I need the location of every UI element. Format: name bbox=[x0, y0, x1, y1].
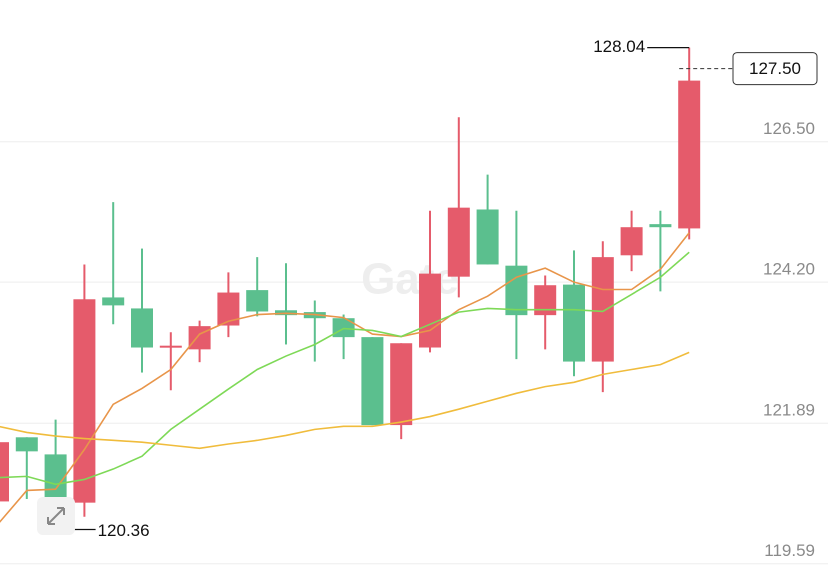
candle-body bbox=[217, 292, 240, 326]
candle-body bbox=[534, 285, 557, 316]
y-tick-label: 121.89 bbox=[763, 401, 815, 420]
candle-body bbox=[332, 318, 355, 338]
y-tick-label: 119.59 bbox=[764, 541, 815, 560]
moving-average bbox=[0, 232, 690, 523]
expand-icon[interactable] bbox=[47, 507, 65, 525]
candle-body bbox=[505, 265, 528, 316]
candle-body bbox=[419, 273, 441, 348]
candle-body bbox=[649, 224, 672, 228]
candle-body bbox=[563, 284, 585, 362]
candle-body bbox=[620, 227, 643, 256]
y-tick-label: 124.20 bbox=[763, 260, 815, 279]
last-price-box bbox=[732, 52, 818, 86]
high-label: 128.04 bbox=[593, 37, 645, 56]
moving-average bbox=[0, 351, 690, 450]
candle-body bbox=[159, 345, 182, 348]
low-label: 120.36 bbox=[98, 521, 150, 540]
candle-body bbox=[188, 326, 211, 350]
candle-body bbox=[361, 337, 384, 426]
candle-body bbox=[102, 297, 125, 306]
candle-body bbox=[131, 308, 153, 348]
watermark: Gate bbox=[361, 255, 459, 304]
last-price-label: 127.50 bbox=[749, 59, 801, 78]
candle-body bbox=[73, 299, 96, 503]
candle-body bbox=[447, 207, 470, 277]
candle-body bbox=[476, 209, 499, 265]
candle-body bbox=[678, 80, 701, 229]
candle-body bbox=[591, 257, 614, 362]
candle-body bbox=[390, 343, 413, 426]
candle-body bbox=[246, 290, 269, 312]
y-tick-label: 126.50 bbox=[763, 119, 815, 138]
expand-button[interactable] bbox=[37, 497, 75, 535]
candle-body bbox=[0, 442, 9, 502]
candle-body bbox=[15, 437, 38, 452]
plot: 119.59 121.89 124.20 126.50 128.04 120.36 127.… bbox=[0, 37, 828, 565]
moving-average bbox=[0, 251, 690, 486]
